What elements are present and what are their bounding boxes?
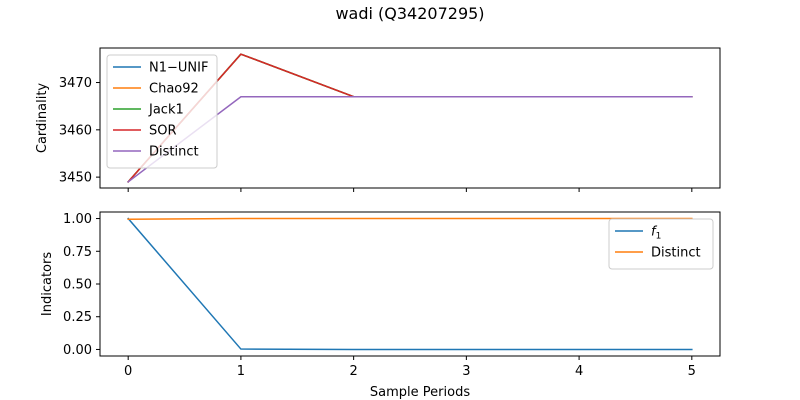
- legend-item: N1−UNIF: [113, 61, 208, 76]
- x-tick-label: 4: [575, 364, 583, 379]
- y-axis-label: Cardinality: [35, 83, 50, 154]
- y-tick-label: 0.50: [63, 278, 92, 293]
- legend-label: Chao92: [149, 82, 199, 97]
- legend-item: f1: [615, 225, 661, 242]
- x-tick-label: 3: [462, 364, 470, 379]
- legend: f1 Distinct: [608, 218, 714, 270]
- y-tick-label: 3450: [59, 171, 92, 186]
- y-tick-label: 3460: [59, 123, 92, 138]
- cardinality-axes: 3450 3460 3470 Cardinality N1−UNIF Chao92 Jack…: [35, 47, 721, 192]
- axes-frame: [99, 47, 721, 189]
- series-line-1-0: [127, 217, 693, 351]
- y-tick-label: 0.25: [63, 310, 92, 325]
- x-axis-label: Sample Periods: [370, 385, 470, 400]
- legend-item: Distinct: [615, 246, 701, 261]
- x-tick-label: 5: [688, 364, 696, 379]
- legend-label: Distinct: [149, 145, 199, 160]
- y-tick-label: 1.00: [63, 212, 92, 227]
- legend-label: f1: [651, 225, 661, 242]
- y-axis-label: Indicators: [40, 252, 55, 316]
- legend-item: SOR: [113, 124, 177, 139]
- legend-item: Distinct: [113, 145, 199, 160]
- y-tick-label: 0.75: [63, 245, 92, 260]
- y-tick-label: 0.00: [63, 343, 92, 358]
- legend-label: Distinct: [651, 246, 701, 261]
- legend-item: Chao92: [113, 82, 199, 97]
- x-tick-label: 0: [124, 364, 132, 379]
- x-tick-label: 2: [349, 364, 357, 379]
- y-tick-label: 3470: [59, 76, 92, 91]
- legend-label: Jack1: [148, 103, 184, 118]
- legend-item: Jack1: [113, 103, 184, 118]
- legend-label: N1−UNIF: [149, 61, 208, 76]
- series-line-1-1: [127, 217, 693, 220]
- series-line-0-4: [127, 95, 693, 183]
- indicators-axes: 0 1 2 3 4 5 0.00 0.25 0.50 0.75 1.00 Indicators Samp…: [40, 211, 721, 400]
- x-tick-label: 1: [237, 364, 245, 379]
- legend: N1−UNIF Chao92 Jack1 SOR Distinct: [106, 54, 218, 169]
- figure-title: wadi (Q34207295): [335, 4, 484, 23]
- legend-label: SOR: [149, 124, 177, 139]
